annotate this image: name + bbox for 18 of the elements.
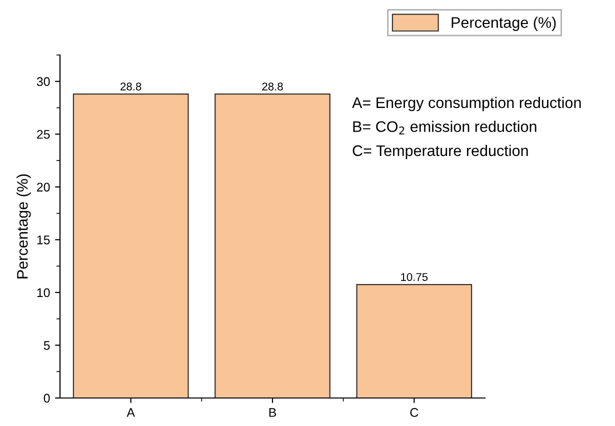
data-label: 28.8 [120,82,142,90]
x-tick-label: A [126,408,135,417]
y-tick-label: 0 [44,394,50,403]
legend-label: Percentage (%) [452,16,556,31]
data-label: 28.8 [262,82,283,90]
y-tick-label: 15 [37,236,50,244]
y-tick-label: 20 [37,182,50,192]
y-tick-label: 30 [36,77,50,86]
data-label: 10.75 [401,273,428,281]
y-tick-label: 10 [37,288,50,298]
y-tick-label: 25 [37,130,50,139]
y-tick-label: 5 [44,341,50,350]
x-tick-label: C [410,408,418,417]
annotation: A= Energy consumption reduction [352,96,581,112]
x-tick-label: B [269,408,276,417]
annotation: B= CO$_{2}$ emission reduction [353,120,536,134]
annotation: C= Temperature reduction [352,144,528,160]
y-axis-title: Percentage (%) [16,174,31,278]
